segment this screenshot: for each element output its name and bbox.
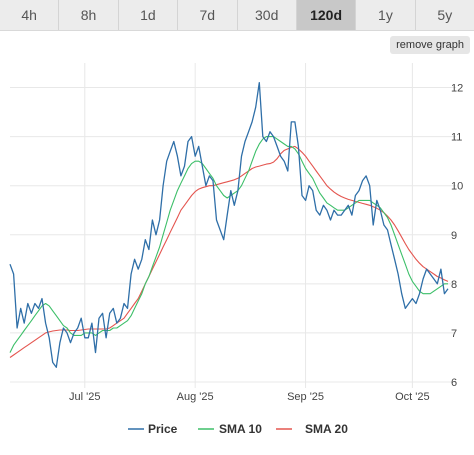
tab-7d[interactable]: 7d <box>178 0 238 30</box>
remove-graph-button[interactable]: remove graph <box>390 36 470 54</box>
x-tick-label: Aug '25 <box>177 391 214 403</box>
x-tick-label: Sep '25 <box>287 391 324 403</box>
chart-legend: Price SMA 10 SMA 20 <box>128 422 348 436</box>
timeframe-tabs: 4h 8h 1d 7d 30d 120d 1y 5y <box>0 0 474 31</box>
tab-30d[interactable]: 30d <box>237 0 297 30</box>
y-tick-label: 9 <box>451 230 457 242</box>
y-tick-label: 12 <box>451 83 463 95</box>
y-tick-label: 8 <box>451 279 457 291</box>
y-axis: 6 7 8 9 10 11 12 <box>451 83 463 389</box>
series-line-price <box>9 81 449 368</box>
y-tick-label: 7 <box>451 328 457 340</box>
y-tick-label: 6 <box>451 377 457 389</box>
series-line-sma-20 <box>9 145 449 358</box>
tab-1y[interactable]: 1y <box>356 0 416 30</box>
legend-label-sma-10: SMA 10 <box>219 422 262 436</box>
x-axis: Jul '25 Aug '25 Sep '25 Oct '25 <box>69 391 430 403</box>
y-tick-label: 11 <box>451 132 462 144</box>
chart-series <box>9 81 449 368</box>
tab-4h[interactable]: 4h <box>0 0 60 30</box>
tab-5y[interactable]: 5y <box>415 0 474 30</box>
tab-120d[interactable]: 120d <box>296 0 357 30</box>
series-line-sma-10 <box>9 136 448 353</box>
x-tick-label: Oct '25 <box>395 391 430 403</box>
tab-1d[interactable]: 1d <box>118 0 179 30</box>
tab-8h[interactable]: 8h <box>59 0 119 30</box>
chart-grid <box>10 63 456 388</box>
x-tick-label: Jul '25 <box>69 391 100 403</box>
legend-label-price: Price <box>148 422 178 436</box>
y-tick-label: 10 <box>451 181 463 193</box>
legend-label-sma-20: SMA 20 <box>305 422 348 436</box>
